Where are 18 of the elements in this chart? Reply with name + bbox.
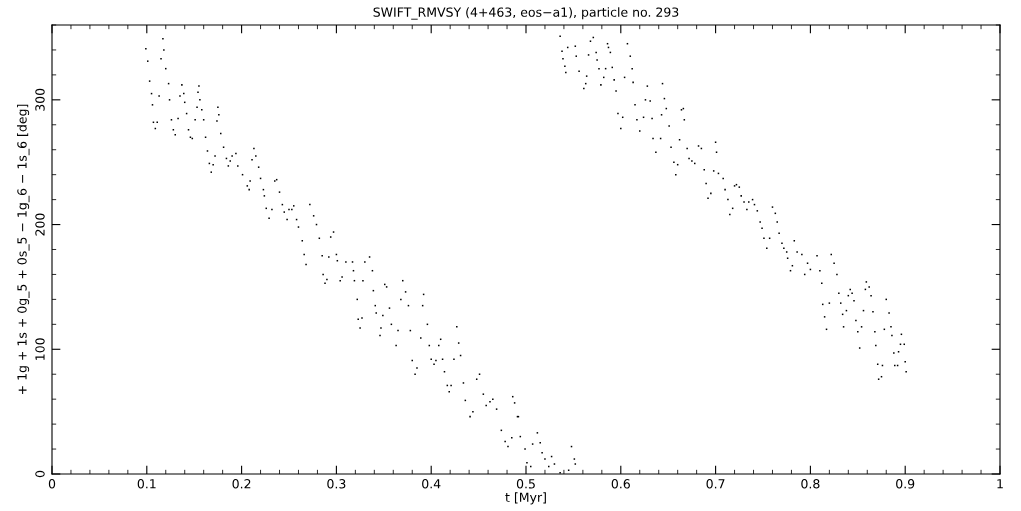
x-tick-label: 0 xyxy=(48,479,56,489)
x-axis-title: t [Myr] xyxy=(505,492,546,505)
x-tick-label: 0.1 xyxy=(137,479,156,489)
x-tick-label: 0.2 xyxy=(232,479,251,489)
chart-title: SWIFT_RMVSY (4+463, eos−a1), particle no. 293 xyxy=(373,7,679,20)
y-tick-label: 300 xyxy=(35,88,45,111)
x-tick-label: 0.8 xyxy=(801,479,820,489)
x-tick-label: 0.7 xyxy=(706,479,725,489)
y-axis-title: + 1g + 1s + 0g_5 + 0s_5 − 1g_6 − 1s_6 [deg] xyxy=(17,104,30,395)
x-tick-label: 0.9 xyxy=(896,479,915,489)
x-tick-label: 0.4 xyxy=(422,479,441,489)
x-tick-label: 0.3 xyxy=(327,479,346,489)
y-tick-label: 0 xyxy=(35,470,45,478)
x-tick-label: 0.5 xyxy=(516,479,535,489)
x-tick-label: 0.6 xyxy=(611,479,630,489)
y-tick-label: 200 xyxy=(35,213,45,236)
y-tick-label: 100 xyxy=(35,338,45,360)
x-tick-label: 1 xyxy=(997,479,1003,489)
